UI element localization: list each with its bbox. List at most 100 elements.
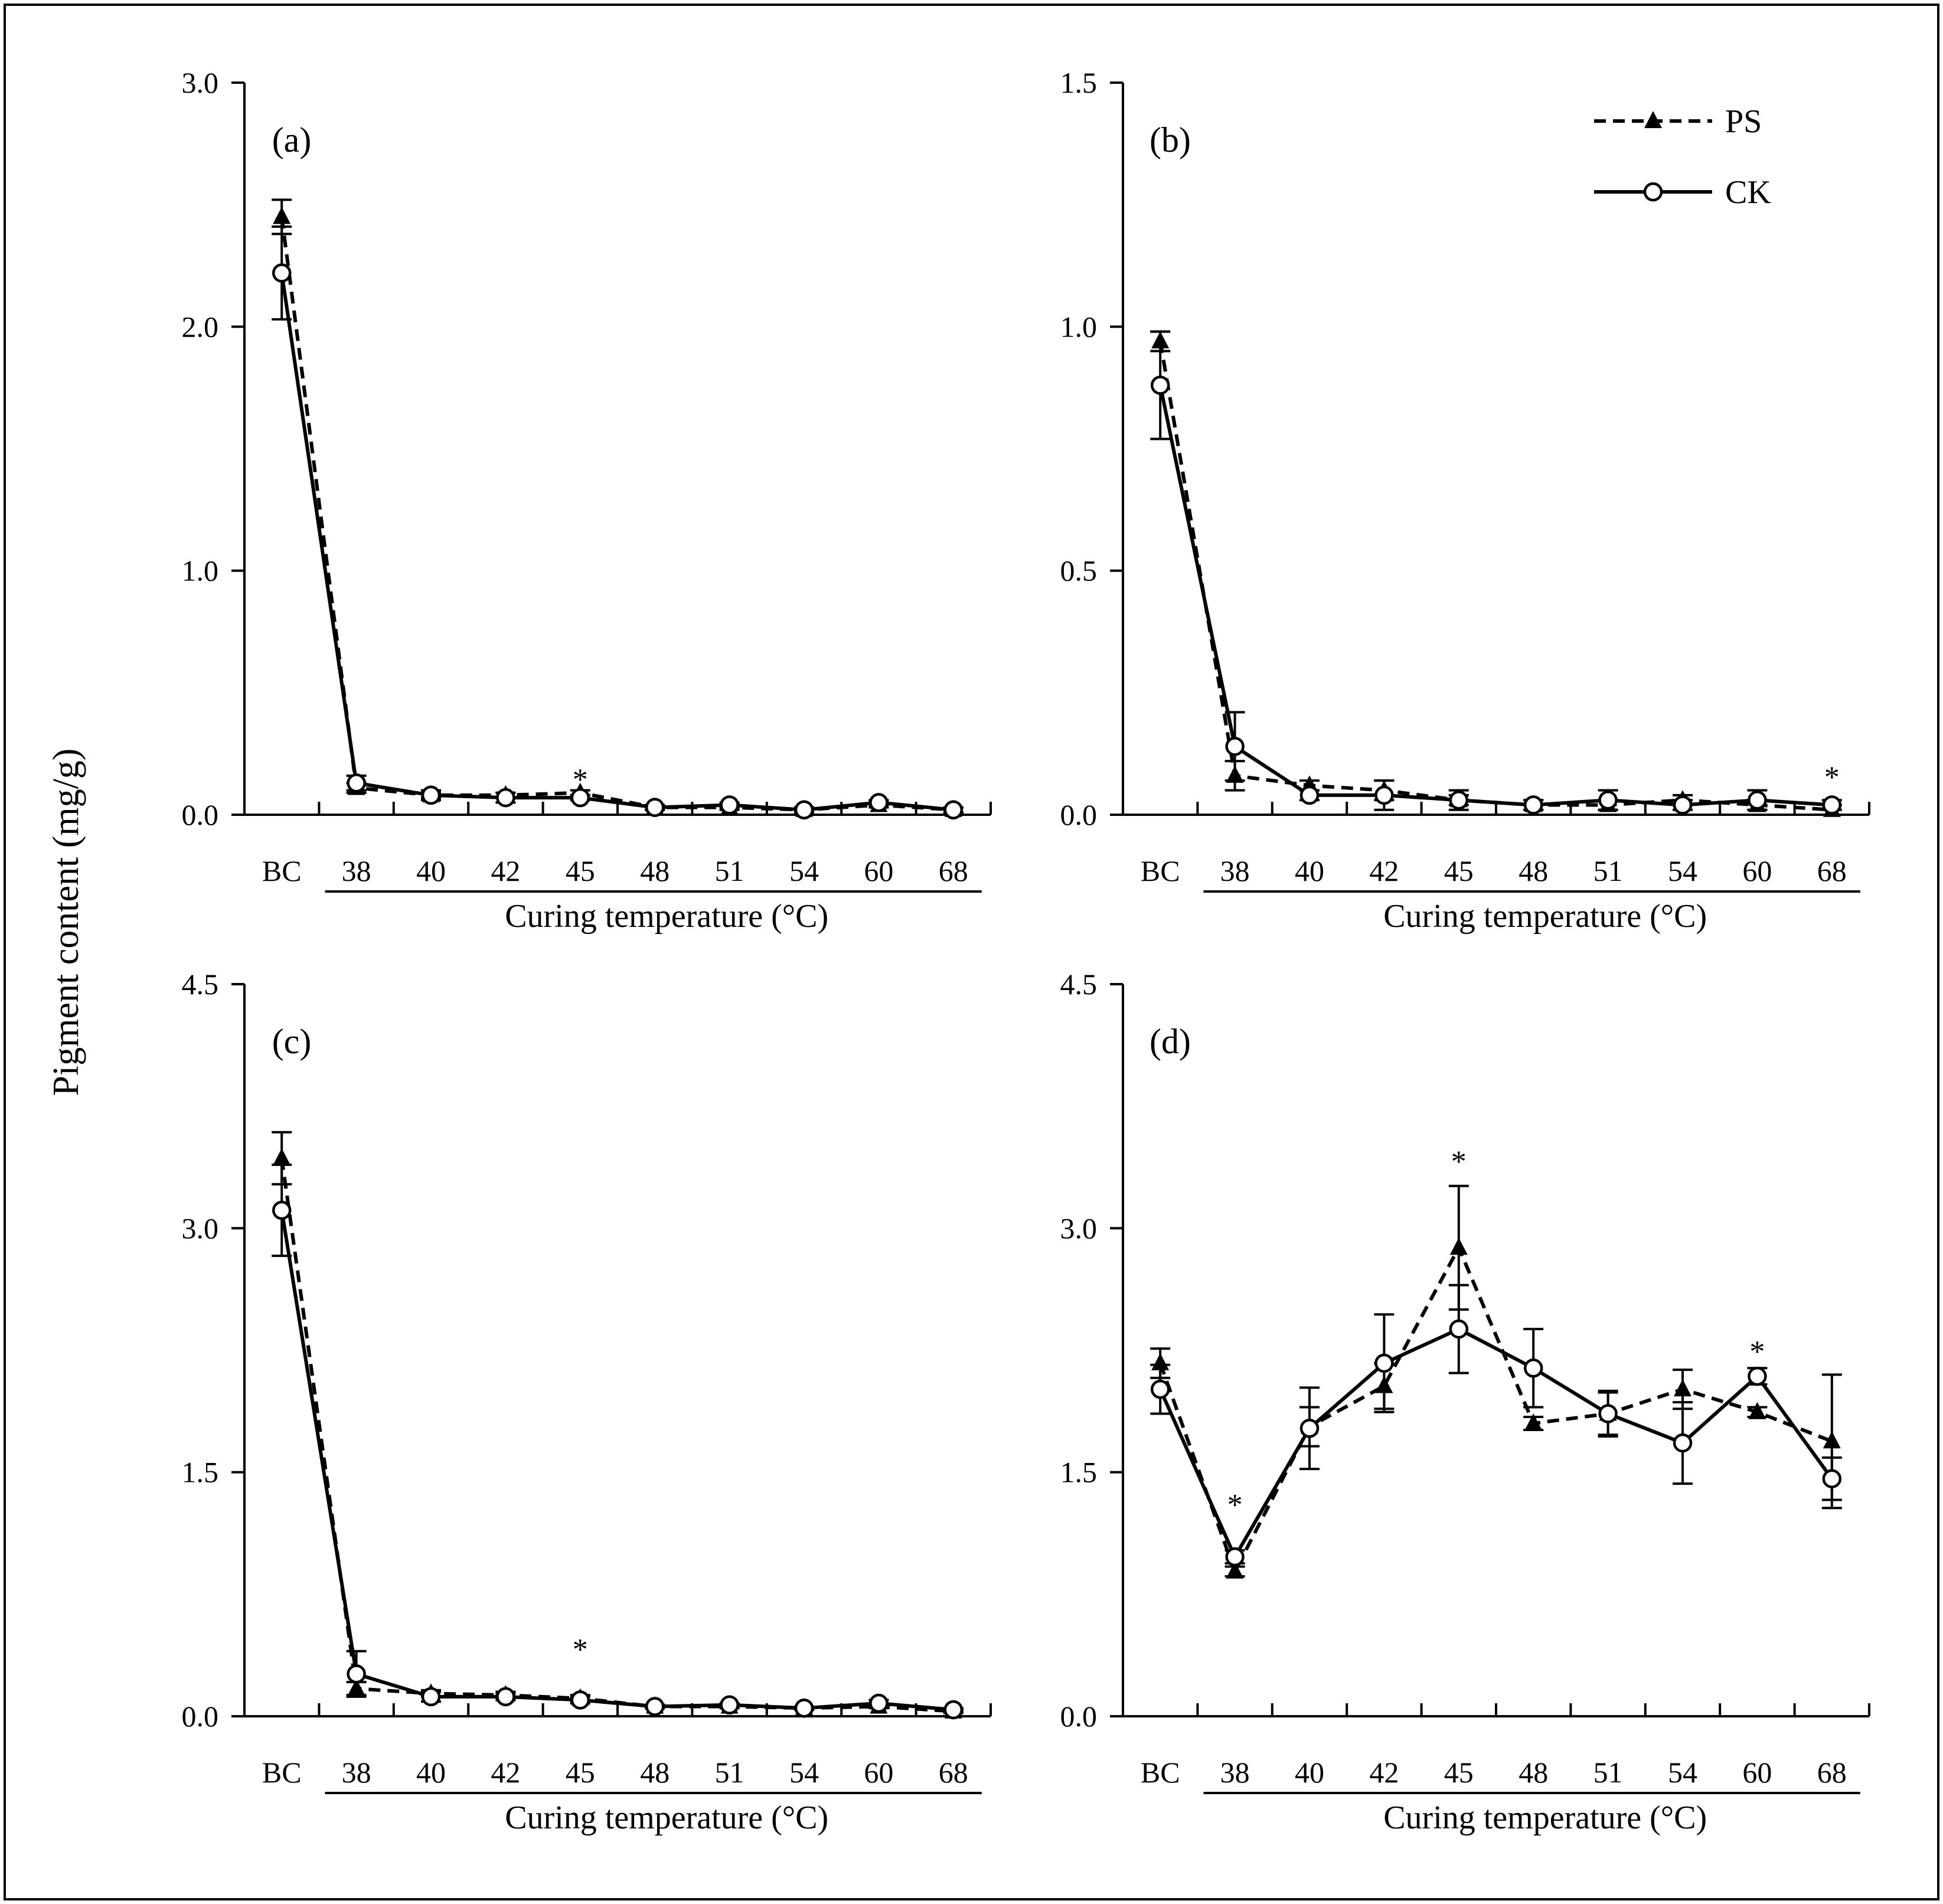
data-point-ck bbox=[1673, 795, 1693, 815]
y-tick-label: 1.0 bbox=[182, 554, 219, 587]
series-line-ck bbox=[280, 272, 954, 812]
x-tick-label: 68 bbox=[1817, 854, 1847, 887]
panel-label: (c) bbox=[272, 1022, 312, 1061]
x-tick-label: BC bbox=[1141, 1756, 1180, 1789]
y-tick-label: 3.0 bbox=[182, 66, 219, 99]
x-tick-label: 42 bbox=[491, 1756, 520, 1789]
data-point-ck bbox=[1748, 790, 1767, 810]
significance-marker: * bbox=[1824, 761, 1840, 795]
x-tick-label: 68 bbox=[939, 1756, 968, 1789]
data-point-ps bbox=[1151, 331, 1170, 349]
x-tick-label: 42 bbox=[1369, 1756, 1399, 1789]
y-tick-label: 0.0 bbox=[1060, 798, 1098, 831]
significance-marker: * bbox=[573, 1633, 588, 1667]
markers-ck bbox=[272, 263, 964, 819]
data-point-ck bbox=[1748, 1366, 1767, 1386]
data-point-ps bbox=[1524, 1413, 1543, 1431]
legend-marker-ck bbox=[1643, 182, 1663, 202]
x-tick-label: BC bbox=[262, 1756, 302, 1789]
data-point-ck bbox=[496, 788, 515, 808]
x-tick-label: 38 bbox=[342, 1756, 371, 1789]
y-tick-label: 3.0 bbox=[182, 1211, 219, 1245]
data-point-ck bbox=[1150, 1379, 1170, 1399]
x-tick-label: 40 bbox=[1295, 854, 1324, 887]
data-point-ck bbox=[794, 800, 814, 819]
chart-panel-d: 0.0 1.5 3.0 4.5 BC 38 40 42 45 48 51 54 60 68 Curing t… bbox=[1060, 968, 1870, 1836]
series-line-ps bbox=[1158, 1243, 1833, 1576]
x-tick-label: 40 bbox=[1295, 1756, 1324, 1789]
data-point-ck bbox=[1598, 790, 1618, 810]
data-point-ck bbox=[347, 1664, 366, 1684]
x-tick-label: 68 bbox=[1817, 1756, 1847, 1789]
y-tick-label: 0.5 bbox=[1060, 554, 1098, 587]
x-axis-title: Curing temperature (°C) bbox=[1383, 898, 1707, 935]
data-point-ck bbox=[1673, 1433, 1693, 1453]
data-point-ck bbox=[645, 1697, 665, 1716]
series-line-ck bbox=[1158, 1327, 1834, 1561]
panel-label: (b) bbox=[1150, 120, 1191, 159]
x-tick-label: 54 bbox=[789, 854, 819, 887]
x-tick-label: 38 bbox=[1220, 854, 1250, 887]
panel-label: (d) bbox=[1150, 1022, 1191, 1061]
data-point-ck bbox=[1150, 375, 1170, 395]
data-point-ck bbox=[1598, 1404, 1618, 1423]
x-tick-label: 42 bbox=[491, 854, 520, 887]
y-tick-label: 3.0 bbox=[1060, 1211, 1098, 1245]
x-tick-label: 51 bbox=[715, 854, 744, 887]
chart-panel-c: 0.0 1.5 3.0 4.5 BC 38 40 42 45 48 51 54 60 68 Curing t… bbox=[182, 968, 992, 1836]
significance-marker: * bbox=[573, 763, 588, 797]
data-point-ck bbox=[645, 798, 665, 817]
x-tick-label: BC bbox=[262, 854, 302, 887]
legend-label: CK bbox=[1725, 174, 1771, 211]
data-point-ck bbox=[1449, 790, 1469, 810]
x-axis-title: Curing temperature (°C) bbox=[505, 1800, 828, 1836]
x-tick-label: 54 bbox=[1668, 854, 1697, 887]
x-tick-label: 54 bbox=[789, 1756, 819, 1789]
y-tick-label: 2.0 bbox=[182, 310, 219, 343]
x-tick-label: 48 bbox=[1519, 854, 1548, 887]
data-point-ck bbox=[272, 1200, 292, 1220]
data-point-ck bbox=[1523, 795, 1543, 815]
legend-marker-ps bbox=[1644, 111, 1662, 128]
data-point-ck bbox=[720, 795, 739, 815]
data-point-ck bbox=[496, 1687, 515, 1707]
y-tick-label: 0.0 bbox=[182, 798, 219, 831]
y-tick-label: 1.0 bbox=[1060, 310, 1098, 343]
data-point-ck bbox=[943, 800, 964, 819]
markers-ck bbox=[1150, 1319, 1842, 1567]
x-tick-label: 38 bbox=[342, 854, 371, 887]
x-tick-label: 60 bbox=[1742, 1756, 1772, 1789]
x-tick-label: 48 bbox=[640, 854, 670, 887]
data-point-ck bbox=[869, 793, 889, 812]
significance-marker: * bbox=[1749, 1335, 1765, 1369]
x-tick-label: 38 bbox=[1220, 1756, 1250, 1789]
data-point-ck bbox=[421, 785, 441, 805]
x-tick-label: 42 bbox=[1369, 854, 1399, 887]
significance-marker: * bbox=[1451, 1145, 1467, 1178]
data-point-ck bbox=[1299, 1419, 1320, 1438]
x-tick-label: 48 bbox=[1519, 1756, 1548, 1789]
data-point-ck bbox=[421, 1687, 441, 1707]
data-point-ps bbox=[273, 1148, 291, 1165]
data-point-ps bbox=[1375, 1376, 1393, 1393]
legend-item-ck: CK bbox=[1594, 174, 1771, 211]
data-point-ps bbox=[1226, 765, 1244, 783]
data-point-ck bbox=[570, 788, 590, 808]
x-tick-label: 45 bbox=[566, 854, 595, 887]
y-tick-label: 1.5 bbox=[1060, 1456, 1098, 1489]
data-point-ck bbox=[794, 1698, 814, 1718]
data-point-ck bbox=[1822, 795, 1842, 815]
x-tick-label: 45 bbox=[1444, 1756, 1474, 1789]
chart-panel-a: 0.0 1.0 2.0 3.0 BC 38 40 42 45 48 51 54 60 68 Curing t… bbox=[182, 66, 992, 935]
y-tick-label: 4.5 bbox=[1060, 968, 1098, 1001]
data-point-ck bbox=[1374, 1353, 1394, 1373]
y-tick-label: 4.5 bbox=[182, 968, 219, 1001]
chart-panel-b: 0.0 0.5 1.0 1.5 BC 38 40 42 45 48 51 54 60 68 Curing t… bbox=[1060, 66, 1870, 935]
data-point-ck bbox=[570, 1690, 590, 1710]
series-line-ck bbox=[280, 1210, 954, 1712]
x-tick-label: 51 bbox=[1593, 854, 1623, 887]
legend-label: PS bbox=[1725, 103, 1762, 140]
series-line-ck bbox=[1158, 384, 1832, 807]
data-point-ps bbox=[273, 207, 291, 224]
panel-label: (a) bbox=[272, 120, 312, 159]
